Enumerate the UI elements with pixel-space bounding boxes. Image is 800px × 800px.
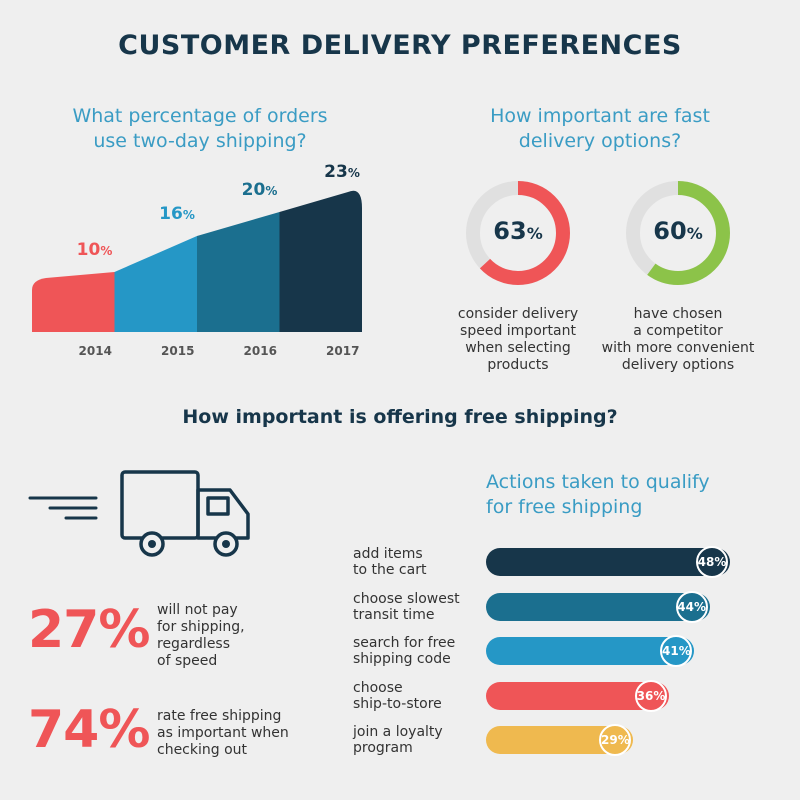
donut-caption-line: speed important [460, 323, 576, 339]
donut-caption-line: have chosen [633, 306, 723, 322]
action-label-line: program [353, 740, 413, 756]
stat-27-value: 27 [28, 600, 99, 660]
donut-value-63: 63% [493, 217, 543, 245]
action-bar-1 [486, 592, 710, 621]
action-value-1: 44% [675, 590, 708, 623]
two-day-question-line2: use two-day shipping? [93, 130, 307, 152]
actions-question: Actions taken to qualify for free shippi… [486, 470, 710, 520]
value-label-2017: 23% [324, 162, 360, 182]
fast-delivery-donuts [466, 181, 730, 285]
stat-74-line: as important when [157, 725, 289, 741]
stat-74-description: rate free shipping as important when che… [157, 708, 289, 759]
donut-caption-60: have chosen a competitor with more conveni… [588, 306, 768, 374]
stat-27-line: regardless [157, 636, 231, 652]
stat-27-description: will not pay for shipping, regardless of… [157, 602, 245, 670]
value-label-2014: 10% [76, 240, 113, 260]
action-value-text: 36% [636, 688, 666, 703]
actions-question-line1: Actions taken to qualify [486, 471, 710, 493]
donut-caption-line: products [487, 357, 549, 373]
action-label-4: join a loyalty program [353, 724, 443, 756]
year-label-2014: 2014 [78, 344, 112, 358]
action-bar-2 [486, 637, 695, 665]
action-label-line: shipping code [353, 651, 451, 667]
area-segment-2014 [32, 272, 115, 332]
stat-74-line: checking out [157, 742, 248, 758]
two-day-question: What percentage of orders use two-day sh… [30, 104, 370, 154]
area-segment-2017 [279, 190, 362, 332]
stat-27: 27% [28, 600, 150, 660]
action-value-text: 44% [677, 599, 707, 614]
stat-27-line: for shipping, [157, 619, 245, 635]
stat-74-value: 74 [28, 700, 99, 760]
donut-caption-line: with more convenient [601, 340, 755, 356]
donut-caption-63: consider delivery speed important when sel… [428, 306, 608, 374]
year-label-2016: 2016 [243, 344, 277, 358]
stat-27-line: will not pay [157, 602, 238, 618]
fast-delivery-question-line1: How important are fast [490, 105, 710, 127]
action-label-line: transit time [353, 606, 435, 623]
action-value-text: 48% [697, 555, 727, 569]
action-label-line: choose [353, 679, 403, 696]
stat-74: 74% [28, 700, 150, 760]
two-day-area-chart [32, 190, 362, 332]
donut-caption-line: delivery options [621, 357, 735, 373]
action-value-0: 48% [696, 546, 728, 578]
stat-74-line: rate free shipping [157, 708, 282, 724]
donut-arc-63 [466, 181, 570, 285]
action-label-0: add items to the cart [353, 546, 426, 578]
action-label-line: choose slowest [353, 590, 460, 607]
action-value-text: 41% [662, 644, 691, 658]
truck-icon [120, 470, 250, 557]
action-label-1: choose slowest transit time [353, 591, 460, 623]
action-value-text: 29% [601, 733, 630, 747]
action-label-3: choose ship-to-store [353, 680, 442, 712]
area-segment-2015 [114, 236, 197, 332]
actions-question-line2: for free shipping [486, 496, 643, 518]
fast-delivery-question: How important are fast delivery options? [440, 104, 760, 154]
action-value-3: 36% [635, 679, 667, 712]
donut-arc-60 [626, 181, 730, 285]
action-label-line: to the cart [353, 562, 427, 578]
area-segment-2016 [197, 212, 280, 332]
fast-delivery-question-line2: delivery options? [518, 130, 682, 152]
action-bar-0 [486, 548, 730, 576]
action-label-line: search for free [353, 635, 456, 651]
donut-caption-line: a competitor [633, 323, 723, 339]
year-label-2015: 2015 [161, 344, 195, 358]
action-label-line: ship-to-store [353, 695, 442, 712]
action-label-2: search for free shipping code [353, 635, 455, 667]
action-label-line: add items [353, 546, 423, 562]
year-label-2017: 2017 [326, 344, 360, 358]
action-value-2: 41% [660, 635, 693, 667]
stat-27-line: of speed [157, 653, 218, 669]
stat-27-unit: % [98, 600, 150, 660]
two-day-question-line1: What percentage of orders [72, 105, 328, 127]
value-label-2016: 20% [241, 180, 278, 200]
page-title: CUSTOMER DELIVERY PREFERENCES [118, 30, 682, 61]
speed-lines-icon [28, 496, 98, 520]
donut-value-60: 60% [653, 217, 703, 245]
action-value-4: 29% [599, 724, 632, 756]
value-label-2015: 16% [159, 204, 195, 224]
free-shipping-question: How important is offering free shipping? [182, 406, 618, 428]
action-label-line: join a loyalty [353, 724, 443, 740]
donut-caption-line: when selecting [465, 340, 571, 356]
donut-caption-line: consider delivery [457, 306, 579, 322]
stat-74-unit: % [98, 700, 150, 760]
